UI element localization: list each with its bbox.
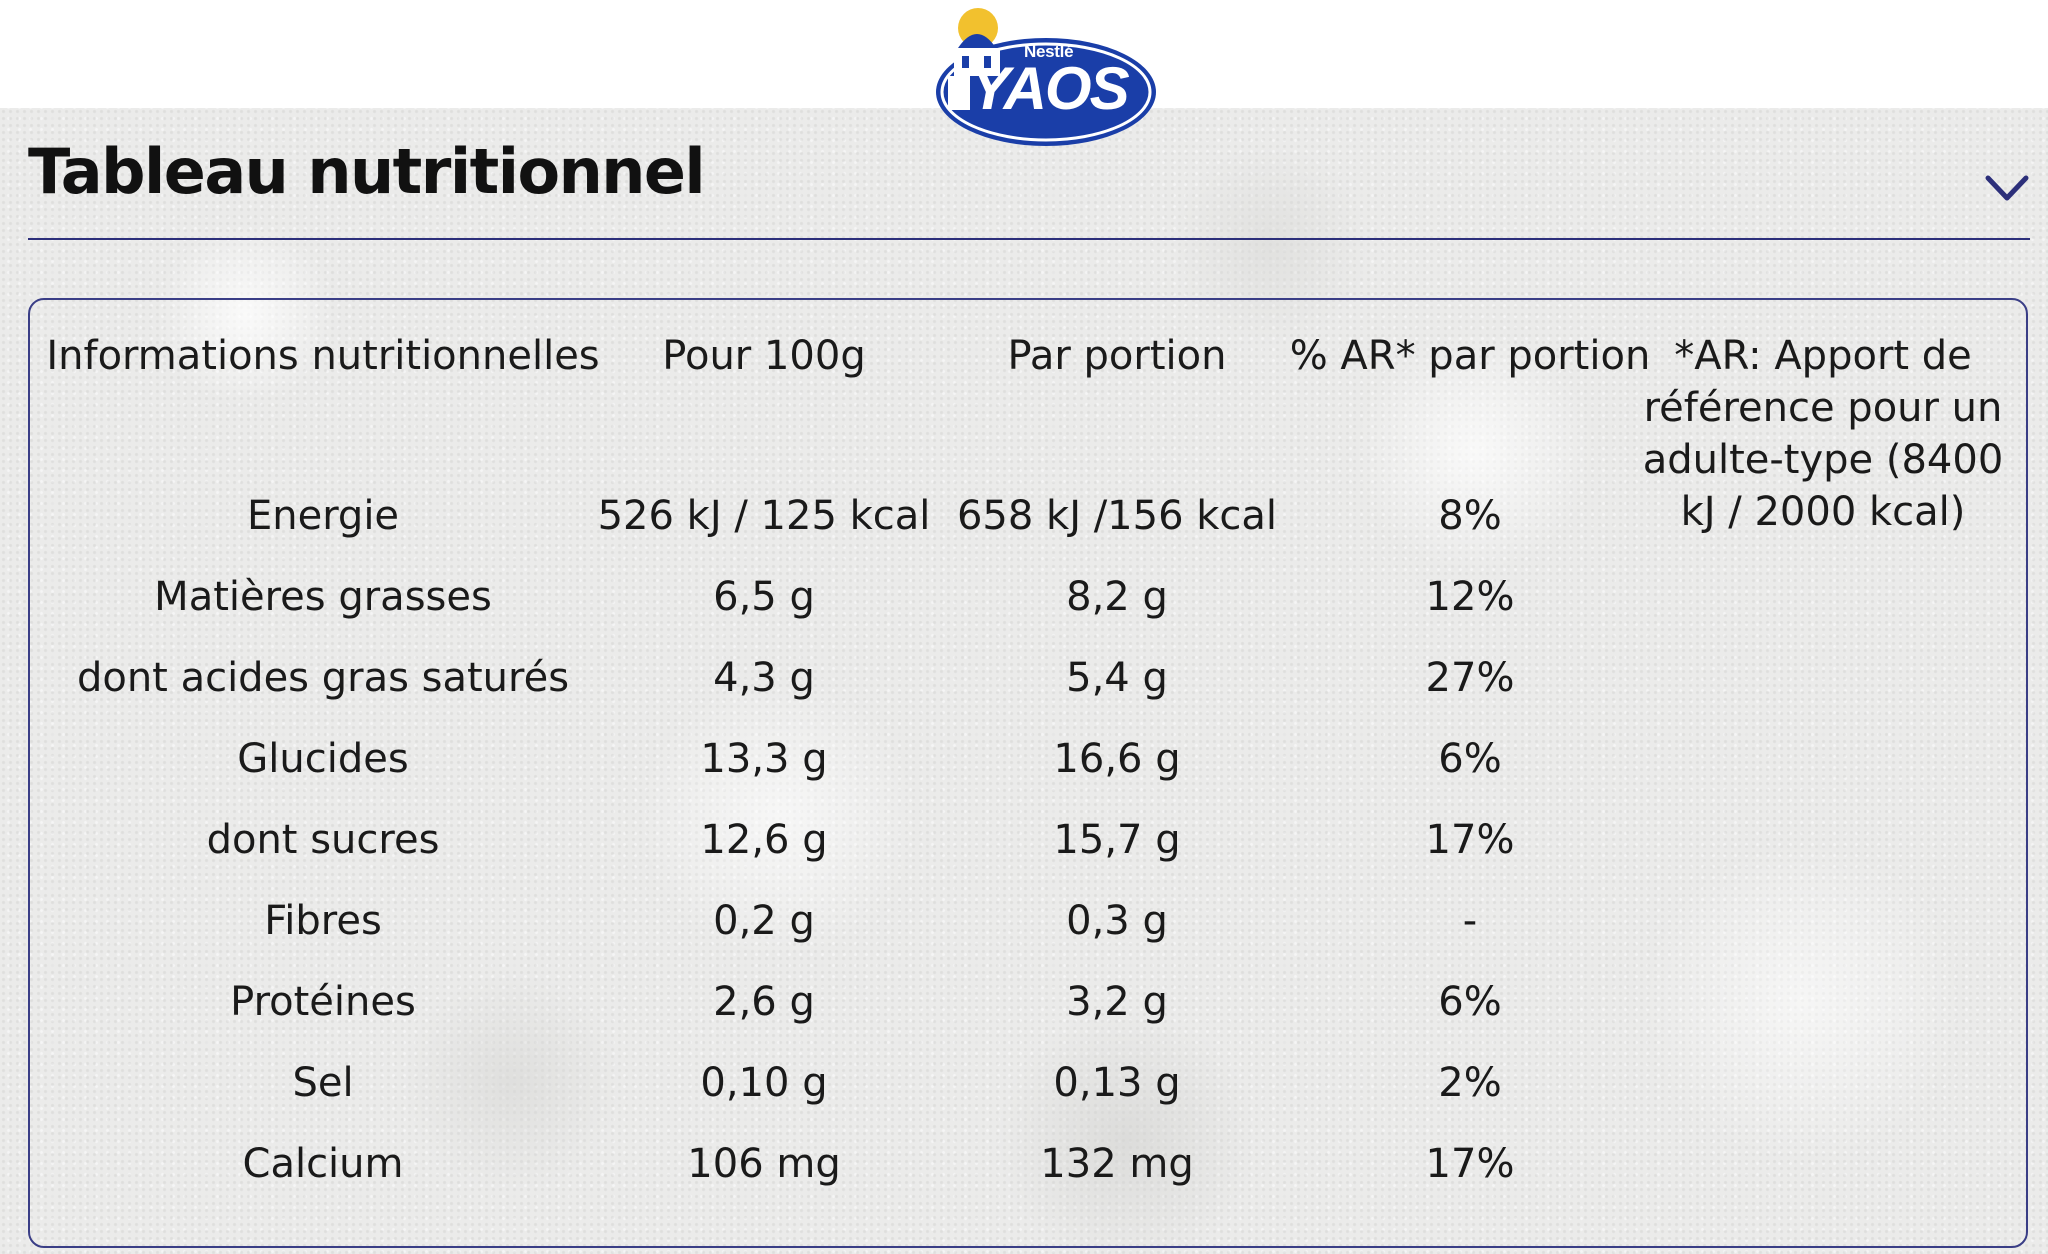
value-per-portion: 0,3 g [1066,898,1168,944]
column-header-nutrient: Informations nutritionnelles [46,333,600,379]
value-per-portion: 16,6 g [1053,736,1181,782]
value-ar-percent: 6% [1438,979,1502,1025]
value-ar-percent: 6% [1438,736,1502,782]
value-ar-percent: 8% [1438,493,1502,539]
yaos-logo-icon [936,8,1156,146]
nutrient-name: Calcium [242,1141,404,1187]
value-ar-percent: 17% [1425,817,1515,863]
value-ar-percent: 12% [1425,574,1515,620]
value-ar-percent: 17% [1425,1141,1515,1187]
value-per-portion: 658 kJ /156 kcal [956,493,1278,539]
header-divider [28,238,2030,240]
value-per-100g: 13,3 g [700,736,828,782]
brand-logo[interactable]: Nestlé YAOS [918,6,1158,148]
nutrient-name: Energie [246,493,400,539]
value-per-100g: 0,10 g [700,1060,828,1106]
value-per-portion: 0,13 g [1053,1060,1181,1106]
column-header-ar-percent: % AR* par portion [1289,333,1651,379]
value-per-portion: 132 mg [1040,1141,1194,1187]
value-per-portion: 15,7 g [1053,817,1181,863]
value-ar-percent: 2% [1438,1060,1502,1106]
nutrition-table [28,298,2028,1248]
nutrient-name: Glucides [237,736,409,782]
value-per-portion: 5,4 g [1066,655,1168,701]
value-per-100g: 526 kJ / 125 kcal [597,493,931,539]
value-ar-percent: - [1462,898,1478,944]
column-header-per-portion: Par portion [1007,333,1227,379]
nutrient-name: Fibres [264,898,382,944]
brand-maker: Nestlé [1024,42,1074,61]
nutrient-name: dont acides gras saturés [76,655,570,701]
value-per-100g: 0,2 g [713,898,815,944]
nutrient-name: Protéines [230,979,416,1025]
section-title: Tableau nutritionnel [28,135,706,208]
value-per-portion: 3,2 g [1066,979,1168,1025]
value-per-100g: 2,6 g [713,979,815,1025]
nutrient-name: dont sucres [206,817,440,863]
value-per-100g: 4,3 g [713,655,815,701]
chevron-down-icon[interactable] [1984,170,2030,206]
value-per-100g: 12,6 g [700,817,828,863]
nutrient-name: Matières grasses [154,574,492,620]
reference-intake-note: *AR: Apport de référence pour un adulte-… [1642,333,2004,535]
value-ar-percent: 27% [1425,655,1515,701]
column-header-per-100g: Pour 100g [662,333,866,379]
value-per-100g: 6,5 g [713,574,815,620]
nutrition-section-header[interactable]: Tableau nutritionnel [28,130,2030,240]
nutrient-name: Sel [292,1060,354,1106]
value-per-portion: 8,2 g [1066,574,1168,620]
brand-name: YAOS [970,55,1130,122]
value-per-100g: 106 mg [687,1141,841,1187]
